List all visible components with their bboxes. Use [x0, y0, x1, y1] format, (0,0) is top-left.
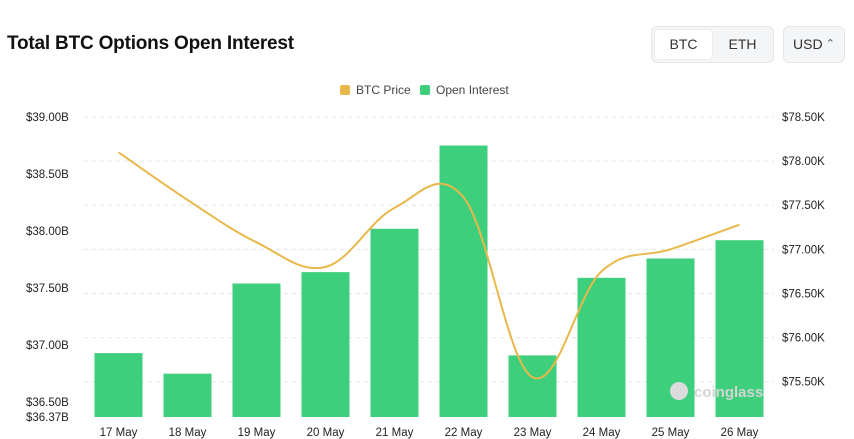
x-axis: 17 May 18 May 19 May 20 May 21 May 22 May 23 M… [100, 427, 759, 439]
bar-open-interest[interactable] [301, 272, 350, 417]
x-tick-label: 20 May [307, 427, 345, 439]
bar-open-interest[interactable] [508, 355, 557, 417]
bar-open-interest[interactable] [94, 353, 143, 417]
btc-tab[interactable]: BTC [655, 30, 712, 59]
legend-label-btc-price[interactable]: BTC Price [356, 83, 411, 97]
bar-open-interest[interactable] [439, 145, 488, 418]
x-tick-label: 25 May [652, 427, 690, 439]
currency-select[interactable]: USD ⌃ [783, 26, 845, 63]
coinglass-watermark: coinglass [670, 382, 763, 401]
right-tick-label: $75.50K [782, 377, 825, 389]
legend-swatch-btc-price [340, 85, 350, 95]
bar-open-interest[interactable] [163, 373, 212, 417]
watermark-text: coinglass [694, 384, 763, 401]
left-tick-label: $37.50B [26, 283, 69, 295]
asset-toggle: BTC ETH [651, 26, 774, 63]
legend-label-open-interest[interactable]: Open Interest [436, 83, 509, 97]
left-tick-label: $36.37B [26, 412, 69, 424]
x-tick-label: 19 May [238, 427, 276, 439]
x-tick-label: 23 May [514, 427, 552, 439]
bar-open-interest[interactable] [577, 277, 626, 417]
bar-open-interest[interactable] [232, 283, 281, 417]
left-tick-label: $36.50B [26, 397, 69, 409]
page-title: Total BTC Options Open Interest [7, 33, 294, 54]
right-tick-label: $76.50K [782, 288, 825, 300]
right-axis: $75.50K $76.00K $76.50K $77.00K $77.50K $78.0… [782, 112, 825, 389]
price-line-series [117, 151, 740, 380]
right-tick-label: $78.00K [782, 156, 825, 168]
left-tick-label: $37.00B [26, 340, 69, 352]
bar-open-interest[interactable] [370, 228, 419, 417]
legend: BTC Price Open Interest [340, 83, 509, 97]
x-tick-label: 24 May [583, 427, 621, 439]
left-axis: $36.37B $36.50B $37.00B $37.50B $38.00B $38.5… [26, 112, 69, 424]
eth-tab[interactable]: ETH [728, 36, 757, 52]
left-tick-label: $38.00B [26, 226, 69, 238]
x-tick-label: 26 May [721, 427, 759, 439]
x-tick-label: 17 May [100, 427, 138, 439]
currency-value: USD [793, 36, 823, 52]
legend-swatch-open-interest [420, 85, 430, 95]
right-tick-label: $77.50K [782, 200, 825, 212]
x-tick-label: 21 May [376, 427, 414, 439]
x-tick-label: 22 May [445, 427, 483, 439]
left-tick-label: $39.00B [26, 112, 69, 124]
x-tick-label: 18 May [169, 427, 207, 439]
price-line[interactable] [117, 151, 740, 380]
chevron-updown-icon: ⌃ [825, 38, 835, 50]
bar-open-interest[interactable] [715, 240, 764, 417]
right-tick-label: $78.50K [782, 112, 825, 124]
right-tick-label: $76.00K [782, 333, 825, 345]
right-tick-label: $77.00K [782, 244, 825, 256]
bar-series [94, 145, 764, 418]
left-tick-label: $38.50B [26, 169, 69, 181]
